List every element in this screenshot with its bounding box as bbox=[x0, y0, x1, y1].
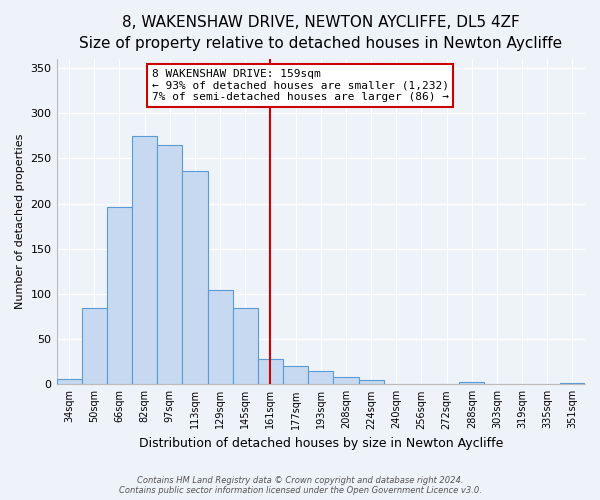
Bar bbox=[56, 379, 82, 384]
Y-axis label: Number of detached properties: Number of detached properties bbox=[15, 134, 25, 310]
Bar bbox=[283, 366, 308, 384]
Bar bbox=[208, 290, 233, 384]
Bar bbox=[107, 208, 132, 384]
Bar bbox=[157, 145, 182, 384]
Text: 8 WAKENSHAW DRIVE: 159sqm
← 93% of detached houses are smaller (1,232)
7% of sem: 8 WAKENSHAW DRIVE: 159sqm ← 93% of detac… bbox=[152, 69, 449, 102]
Bar bbox=[308, 371, 334, 384]
Bar bbox=[258, 359, 283, 384]
Bar bbox=[182, 171, 208, 384]
Text: Contains HM Land Registry data © Crown copyright and database right 2024.
Contai: Contains HM Land Registry data © Crown c… bbox=[119, 476, 481, 495]
Bar bbox=[334, 377, 359, 384]
Title: 8, WAKENSHAW DRIVE, NEWTON AYCLIFFE, DL5 4ZF
Size of property relative to detach: 8, WAKENSHAW DRIVE, NEWTON AYCLIFFE, DL5… bbox=[79, 15, 562, 51]
Bar bbox=[233, 308, 258, 384]
Bar bbox=[359, 380, 383, 384]
Bar bbox=[459, 382, 484, 384]
Bar bbox=[82, 308, 107, 384]
Bar bbox=[132, 136, 157, 384]
X-axis label: Distribution of detached houses by size in Newton Aycliffe: Distribution of detached houses by size … bbox=[139, 437, 503, 450]
